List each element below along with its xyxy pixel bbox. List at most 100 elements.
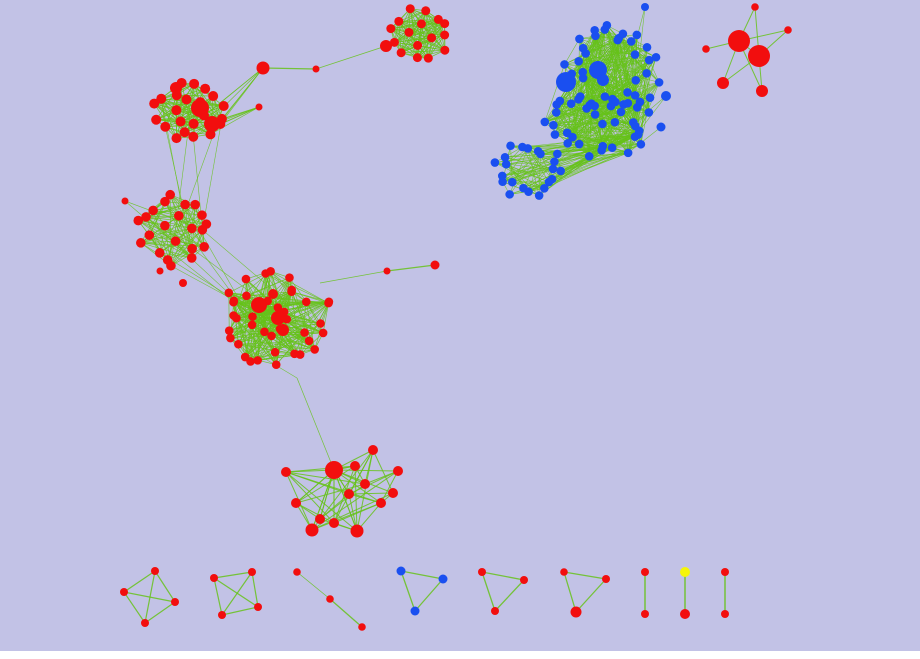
graph-node <box>641 610 649 618</box>
graph-node <box>584 152 594 161</box>
graph-node <box>218 100 229 111</box>
graph-node <box>350 524 364 538</box>
graph-node <box>248 312 257 321</box>
graph-node <box>556 166 565 176</box>
graph-node <box>717 77 729 89</box>
graph-node <box>497 171 507 181</box>
graph-node <box>271 360 281 369</box>
graph-edge <box>390 10 426 29</box>
graph-edge <box>146 215 179 218</box>
graph-edge <box>244 317 279 358</box>
graph-node <box>316 319 325 328</box>
graph-edge <box>601 136 636 151</box>
graph-node <box>416 19 426 29</box>
graph-node <box>394 16 404 26</box>
graph-node <box>200 83 211 94</box>
graph-edge <box>221 571 253 616</box>
graph-node <box>602 575 610 583</box>
graph-node <box>721 568 729 576</box>
graph-edge <box>425 10 429 59</box>
graph-node <box>550 130 560 139</box>
graph-node <box>389 37 399 47</box>
graph-node <box>226 333 235 343</box>
graph-node <box>548 164 558 174</box>
graph-node <box>610 117 620 127</box>
graph-edge <box>265 273 315 350</box>
graph-node <box>383 267 391 275</box>
graph-node <box>156 267 164 275</box>
graph-node <box>490 158 500 167</box>
graph-edge <box>566 38 620 133</box>
graph-node <box>570 606 582 618</box>
graph-node <box>266 267 275 276</box>
graph-node <box>440 30 450 40</box>
graph-node <box>551 108 561 117</box>
graph-edge <box>557 130 640 155</box>
graph-edge <box>504 157 554 170</box>
graph-node <box>175 116 186 127</box>
graph-node <box>179 279 187 287</box>
graph-node <box>751 3 759 11</box>
graph-edge <box>252 301 329 317</box>
graph-node <box>644 108 654 117</box>
graph-node <box>148 205 158 216</box>
graph-node <box>188 118 199 129</box>
graph-edge <box>602 106 612 147</box>
graph-edge <box>296 571 331 600</box>
graph-edge <box>578 35 596 145</box>
graph-edge <box>390 28 418 46</box>
graph-edge <box>213 577 223 616</box>
graph-edge <box>408 23 445 33</box>
graph-edge <box>567 105 612 134</box>
graph-edge <box>319 270 388 284</box>
graph-edge <box>258 301 329 306</box>
graph-edge <box>579 130 640 145</box>
graph-node <box>423 53 433 63</box>
graph-node <box>181 94 192 105</box>
graph-edge <box>138 220 176 242</box>
graph-node <box>631 76 641 85</box>
graph-edge <box>400 23 445 54</box>
graph-node <box>396 566 406 576</box>
graph-node <box>562 128 572 138</box>
graph-node <box>491 607 499 615</box>
graph-node <box>478 568 486 576</box>
graph-node <box>540 184 549 193</box>
graph-node <box>156 93 167 104</box>
graph-edge <box>566 96 606 133</box>
graph-node <box>748 45 770 67</box>
graph-edge <box>390 23 422 30</box>
graph-edge <box>528 153 541 192</box>
graph-node <box>241 274 251 284</box>
graph-edge <box>390 28 429 59</box>
graph-node <box>600 92 610 101</box>
graph-edge <box>221 606 259 616</box>
graph-edge <box>553 122 634 126</box>
graph-node <box>623 148 633 158</box>
graph-node <box>191 99 209 117</box>
graph-edge <box>604 33 624 97</box>
graph-node <box>224 288 234 298</box>
graph-node <box>170 236 181 246</box>
graph-node <box>645 93 655 102</box>
graph-node <box>404 27 414 37</box>
graph-edge <box>315 45 387 70</box>
graph-node <box>784 26 792 34</box>
graph-edge <box>210 106 260 135</box>
graph-edge <box>257 317 279 361</box>
graph-node <box>174 210 184 221</box>
graph-edge <box>333 469 358 532</box>
graph-edge <box>635 57 657 127</box>
graph-edge <box>299 301 307 355</box>
graph-node <box>151 567 159 575</box>
graph-edge <box>409 8 419 46</box>
graph-node <box>285 273 294 282</box>
graph-node <box>656 122 666 132</box>
graph-edge <box>289 277 307 303</box>
graph-node <box>368 445 378 455</box>
graph-node <box>556 72 576 92</box>
graph-node <box>635 97 645 107</box>
graph-edge <box>193 106 260 138</box>
graph-node <box>505 190 514 199</box>
